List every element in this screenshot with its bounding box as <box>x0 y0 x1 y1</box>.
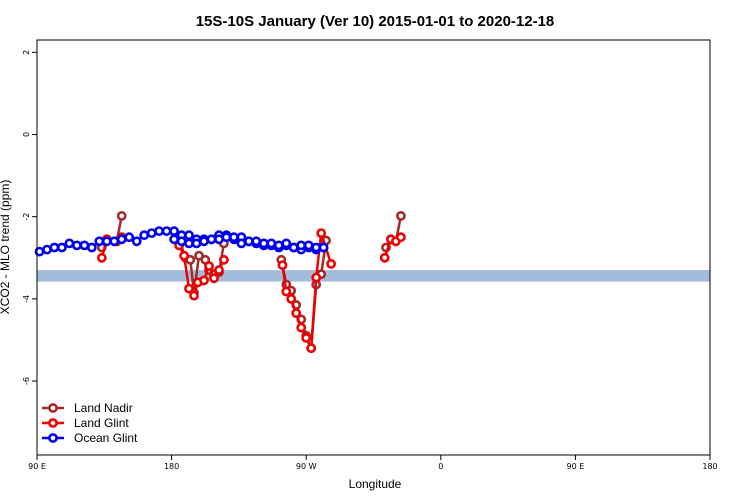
land-glint-point <box>306 343 317 354</box>
ocean-glint-point <box>303 240 314 251</box>
land-glint-point <box>179 250 189 261</box>
ocean-glint-point <box>116 234 127 245</box>
land-nadir-point <box>116 210 127 221</box>
ocean-glint-point <box>318 242 329 253</box>
ocean-glint-point <box>131 236 142 247</box>
ocean-glint-point <box>49 242 60 253</box>
ocean-glint-point <box>296 240 307 251</box>
ocean-glint-point <box>281 238 292 249</box>
y-tick-label: 2 <box>22 50 31 55</box>
y-tick-label: -4 <box>22 295 31 303</box>
legend-label-land-glint: Land Glint <box>74 416 129 430</box>
ocean-glint-point <box>184 238 194 249</box>
land-glint-point <box>199 275 209 286</box>
land-glint-point <box>184 283 194 294</box>
y-tick-label: -2 <box>22 213 31 221</box>
land-nadir-point <box>395 210 406 221</box>
legend-marker-ocean-glint <box>48 433 58 443</box>
land-glint-point <box>96 252 107 263</box>
land-glint-point <box>214 265 224 275</box>
ocean-glint-point <box>57 242 67 253</box>
x-tick-label: 180 <box>164 462 179 471</box>
ocean-glint-point <box>169 226 179 236</box>
land-glint-point <box>301 332 312 343</box>
land-glint-point <box>209 273 219 284</box>
ocean-glint-point <box>266 238 277 249</box>
land-nadir-point <box>194 250 204 261</box>
land-glint-point <box>281 286 292 297</box>
ocean-glint-point <box>161 226 172 236</box>
land-glint-point <box>189 290 199 301</box>
land-glint-point <box>291 308 302 319</box>
ocean-glint-point <box>258 238 269 249</box>
ocean-glint-point <box>72 240 82 251</box>
x-axis: 90 E 180 90 W 0 90 E 180 <box>28 455 718 471</box>
ocean-glint-point <box>101 236 112 247</box>
legend-label-ocean-glint: Ocean Glint <box>74 431 138 445</box>
plot-frame <box>36 39 711 456</box>
x-axis-label: Longitude <box>349 477 402 491</box>
y-tick-label: 0 <box>22 132 31 137</box>
x-tick-label: 90 E <box>567 462 585 471</box>
ocean-glint-point <box>139 230 150 241</box>
x-tick-label: 90 W <box>296 462 317 471</box>
land-glint-point <box>316 228 327 238</box>
land-glint-point <box>286 293 297 304</box>
land-glint-point <box>379 252 390 263</box>
ocean-glint-point <box>124 232 135 243</box>
land-glint-point <box>277 260 288 271</box>
plot-area <box>34 210 710 354</box>
ocean-glint-point <box>236 238 247 249</box>
x-tick-label: 0 <box>438 462 443 471</box>
ocean-glint-point <box>86 242 97 253</box>
ocean-glint-point <box>94 236 105 247</box>
ocean-glint-point <box>273 240 284 251</box>
ocean-glint-point <box>154 226 164 236</box>
x-tick-label: 180 <box>702 462 717 471</box>
land-glint-point <box>311 272 322 283</box>
ocean-glint-point <box>251 236 262 247</box>
y-tick-label: -6 <box>22 377 31 385</box>
ocean-glint-point <box>184 230 194 241</box>
legend-marker-land-nadir <box>48 403 58 413</box>
ocean-glint-point <box>228 232 239 243</box>
legend-label-land-nadir: Land Nadir <box>74 401 133 415</box>
ocean-glint-point <box>109 236 120 247</box>
legend-marker-land-glint <box>48 418 58 428</box>
y-axis: -6 -4 -2 0 2 <box>22 50 37 385</box>
land-glint-point <box>395 232 406 243</box>
land-glint-point <box>204 261 214 271</box>
ocean-glint-point <box>288 242 299 253</box>
reference-band <box>37 270 710 282</box>
ocean-glint-point <box>146 228 157 238</box>
ocean-glint-point <box>191 238 202 249</box>
y-axis-label: XCO2 - MLO trend (ppm) <box>0 180 12 315</box>
ocean-glint-point <box>199 236 209 247</box>
land-glint-point <box>218 254 229 265</box>
chart-title: 15S-10S January (Ver 10) 2015-01-01 to 2… <box>196 13 555 30</box>
land-glint-point <box>296 322 307 333</box>
ocean-glint-point <box>169 234 179 245</box>
ocean-glint-point <box>221 232 232 243</box>
ocean-glint-point <box>206 234 217 245</box>
land-glint-point <box>326 258 336 269</box>
ocean-glint-point <box>64 238 75 249</box>
x-tick-label: 90 E <box>28 462 46 471</box>
